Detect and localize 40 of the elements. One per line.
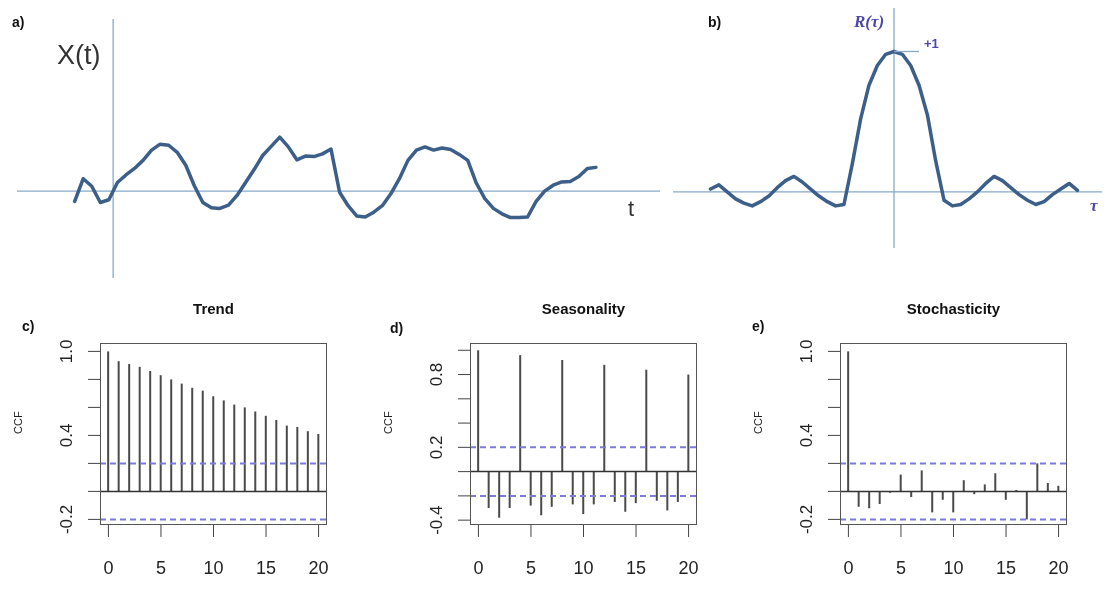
- x-axis-title: t: [628, 196, 635, 222]
- chart-title: Stochasticity: [905, 300, 1002, 317]
- text: b): [708, 14, 722, 30]
- y-tick-label: 0.4: [57, 423, 76, 448]
- chart-title: Trend: [192, 300, 235, 317]
- x-tick-label: 10: [943, 557, 964, 578]
- x-tick-label: 15: [626, 557, 647, 578]
- x-tick-label: 0: [843, 557, 854, 578]
- y-axis-title: CCF: [381, 411, 394, 434]
- x-axis-title: τ: [1090, 196, 1098, 216]
- x-tick-label: 5: [525, 557, 536, 578]
- x-tick-label: 0: [103, 557, 114, 578]
- y-tick-label: 0.2: [427, 435, 446, 460]
- x-tick-label: 20: [1048, 557, 1069, 578]
- y-tick-label: -0.4: [427, 505, 446, 535]
- y-axis-title: CCF: [751, 411, 764, 434]
- x-tick-label: 5: [895, 557, 906, 578]
- y-tick-label: 0.4: [797, 423, 816, 448]
- y-tick-label: -0.2: [797, 504, 816, 535]
- y-tick-label: 0.8: [427, 362, 446, 387]
- y-axis-title: X(t): [57, 40, 101, 71]
- text: d): [390, 320, 404, 336]
- text: +1: [924, 36, 939, 52]
- x-tick-label: 20: [678, 557, 699, 578]
- x-tick-label: 15: [256, 557, 277, 578]
- x-tick-label: 20: [308, 557, 329, 578]
- x-tick-label: 5: [155, 557, 166, 578]
- y-tick-label: -0.2: [57, 504, 76, 535]
- chart-title: Seasonality: [540, 300, 627, 317]
- text: a): [12, 14, 25, 30]
- x-tick-label: 10: [203, 557, 224, 578]
- x-tick-label: 15: [996, 557, 1017, 578]
- x-tick-label: 0: [473, 557, 484, 578]
- y-axis-title: CCF: [11, 411, 24, 434]
- text: e): [752, 318, 765, 334]
- y-axis-title: R(τ): [854, 12, 885, 32]
- y-tick-label: 1.0: [57, 339, 76, 364]
- y-tick-label: 1.0: [797, 339, 816, 364]
- x-tick-label: 10: [573, 557, 594, 578]
- text: c): [22, 318, 35, 334]
